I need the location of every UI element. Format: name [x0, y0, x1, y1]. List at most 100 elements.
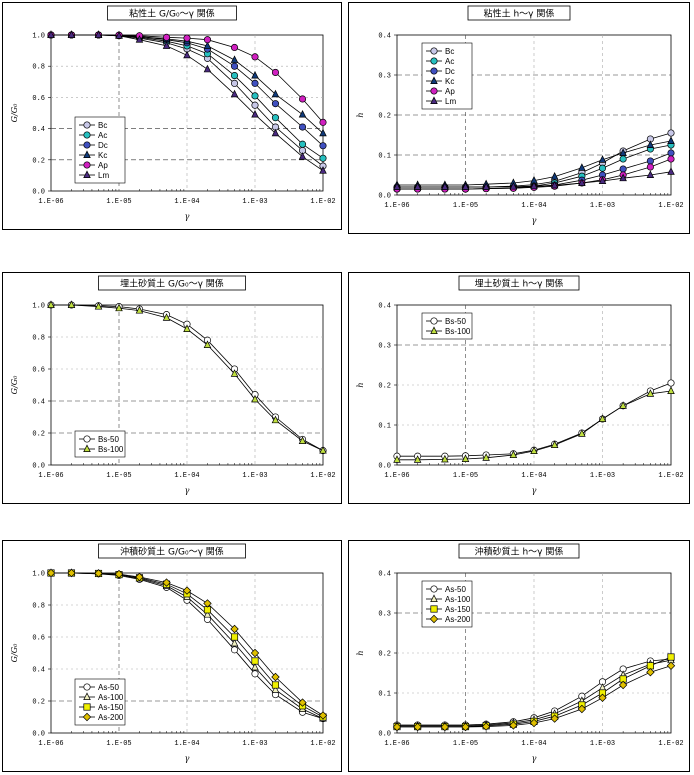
- data-point: [230, 638, 239, 647]
- y-tick-label: 0.2: [32, 431, 45, 439]
- chart-title-box: [107, 5, 237, 21]
- y-tick-label: 0.8: [32, 64, 45, 72]
- x-tick-label: 1.E-04: [521, 740, 546, 748]
- chart-title-text: 沖積砂質土 G/G₀～γ 関係: [120, 546, 224, 558]
- chart-title-text: 粘性土 h～γ 関係: [484, 8, 555, 20]
- data-point: [230, 72, 239, 80]
- legend-label: Bs-100: [445, 327, 471, 336]
- chart-svg-c5: 沖積砂質土 G/G₀～γ 関係 1.E-06 1.E-05 1.E-04 1.E-03 1…: [10, 543, 336, 763]
- chart-panel-c5: 沖積砂質土 G/G₀～γ 関係 1.E-06 1.E-05 1.E-04 1.E-03 1…: [2, 540, 342, 772]
- chart-svg-c2: 粘性土 h～γ 関係 1.E-06 1.E-05 1.E-04 1.E-03 1.E-02…: [356, 5, 684, 225]
- x-tick-label: 1.E-03: [590, 740, 615, 748]
- legend-label: As-150: [445, 605, 471, 614]
- x-tick-label: 1.E-05: [453, 472, 478, 480]
- legend-marker: [83, 131, 91, 139]
- y-tick-label: 0.4: [32, 667, 45, 675]
- legend-marker: [82, 712, 92, 722]
- y-tick-label: 0.2: [378, 383, 391, 391]
- data-point: [251, 394, 259, 403]
- data-point: [509, 450, 518, 458]
- data-point: [271, 685, 280, 693]
- legend-label: As-200: [98, 713, 124, 722]
- data-point: [646, 157, 654, 165]
- data-point: [319, 154, 327, 162]
- y-tick-label: 0.2: [32, 699, 45, 707]
- legend-marker: [83, 692, 91, 700]
- data-point: [298, 698, 307, 707]
- data-point: [598, 176, 607, 184]
- x-axis-label: γ: [185, 212, 190, 221]
- data-point: [298, 140, 307, 148]
- data-point: [482, 453, 490, 461]
- data-point: [461, 182, 470, 190]
- data-point: [271, 415, 280, 424]
- chart-panel-c2: 粘性土 h～γ 関係 1.E-06 1.E-05 1.E-04 1.E-03 1.E-02…: [348, 2, 690, 234]
- data-point: [529, 718, 539, 728]
- data-point: [135, 35, 144, 43]
- data-point: [298, 123, 307, 131]
- data-point: [667, 386, 675, 394]
- data-point: [298, 109, 307, 118]
- legend-label: Bs-50: [445, 317, 466, 326]
- data-point: [619, 148, 627, 156]
- y-tick-label: 0.6: [32, 95, 45, 103]
- legend-label: Bs-100: [98, 445, 124, 454]
- data-point: [319, 142, 327, 150]
- data-point: [203, 599, 212, 608]
- data-point: [271, 681, 280, 689]
- chart-title-box: [458, 543, 580, 559]
- data-point: [251, 657, 259, 665]
- data-point: [251, 109, 259, 118]
- data-point: [251, 92, 259, 100]
- data-point: [509, 721, 518, 730]
- legend-box: [74, 430, 126, 458]
- data-point: [577, 704, 587, 714]
- data-point: [619, 165, 627, 173]
- data-point: [203, 64, 212, 73]
- chart-title-box: [98, 275, 246, 291]
- x-tick-label: 1.E-02: [658, 202, 683, 210]
- data-point: [319, 128, 327, 137]
- data-point: [183, 324, 191, 332]
- y-tick-label: 0.0: [32, 731, 45, 739]
- legend-label: As-100: [98, 693, 124, 702]
- y-axis-label: h: [356, 112, 365, 117]
- legend-marker: [83, 683, 91, 691]
- legend-label: As-150: [98, 703, 124, 712]
- data-point: [251, 662, 259, 671]
- data-point: [162, 41, 171, 49]
- chart-title: 埋土砂質土 G/G₀～γ 関係: [98, 275, 246, 291]
- legend-marker: [430, 47, 438, 55]
- data-point: [413, 182, 422, 190]
- x-tick-label: 1.E-03: [242, 740, 267, 748]
- y-axis-label: h: [356, 650, 365, 655]
- legend-label: As-200: [445, 615, 471, 624]
- data-point: [646, 389, 655, 397]
- legend-marker: [430, 594, 438, 602]
- x-axis-label: γ: [185, 486, 190, 495]
- data-point: [203, 340, 212, 348]
- chart-panel-c6: 沖積砂質土 h～γ 関係 1.E-06 1.E-05 1.E-04 1.E-03 1.E-…: [348, 540, 690, 772]
- x-tick-label: 1.E-02: [310, 472, 335, 480]
- legend-label: Kc: [98, 151, 107, 160]
- data-point: [667, 167, 675, 175]
- series-As-200: [46, 568, 328, 720]
- legend-label: Dc: [445, 67, 455, 76]
- data-point: [578, 429, 586, 437]
- x-tick-label: 1.E-02: [310, 740, 335, 748]
- data-point: [230, 62, 239, 70]
- y-tick-label: 0.3: [378, 343, 391, 351]
- data-point: [393, 455, 401, 463]
- x-tick-label: 1.E-06: [384, 202, 409, 210]
- legend-marker: [430, 87, 438, 95]
- y-tick-label: 0.0: [32, 463, 45, 471]
- data-point: [115, 303, 123, 312]
- legend-label: Bc: [445, 47, 454, 56]
- y-tick-label: 0.4: [378, 33, 391, 41]
- legend-marker: [430, 585, 438, 593]
- chart-svg-c3: 埋土砂質土 G/G₀～γ 関係 1.E-06 1.E-05 1.E-04 1.E-03 1…: [10, 275, 336, 495]
- data-point: [67, 300, 76, 308]
- legend-box: [421, 42, 473, 110]
